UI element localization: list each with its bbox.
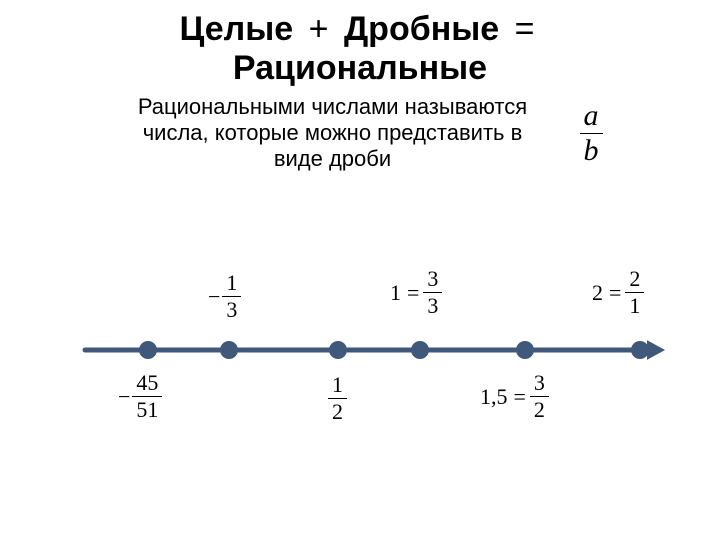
title-plus: + — [309, 10, 329, 48]
label-p1_2: 12 — [328, 372, 347, 423]
ab-fraction: a b — [580, 101, 603, 166]
title-part2: Дробные — [344, 10, 499, 48]
title-block: Целые + Дробные = Рациональные — [0, 0, 720, 88]
definition-text: Рациональными числами называются числа, … — [118, 94, 548, 172]
ab-numerator: a — [580, 101, 603, 131]
title-line-2: Рациональные — [0, 49, 720, 88]
label-eq1: 1=33 — [390, 268, 442, 317]
ab-denominator: b — [580, 136, 603, 166]
label-m45_51: −4551 — [118, 372, 162, 421]
definition-row: Рациональными числами называются числа, … — [0, 94, 720, 172]
title-line-1: Целые + Дробные = — [0, 10, 720, 49]
label-m1_3: −13 — [208, 272, 241, 321]
label-eq15: 1,5=32 — [480, 372, 549, 421]
title-eq: = — [515, 10, 535, 48]
title-part1: Целые — [179, 10, 293, 48]
title-part3: Рациональные — [233, 49, 487, 87]
numberline-svg — [0, 310, 720, 390]
label-eq2: 2=21 — [592, 268, 644, 317]
